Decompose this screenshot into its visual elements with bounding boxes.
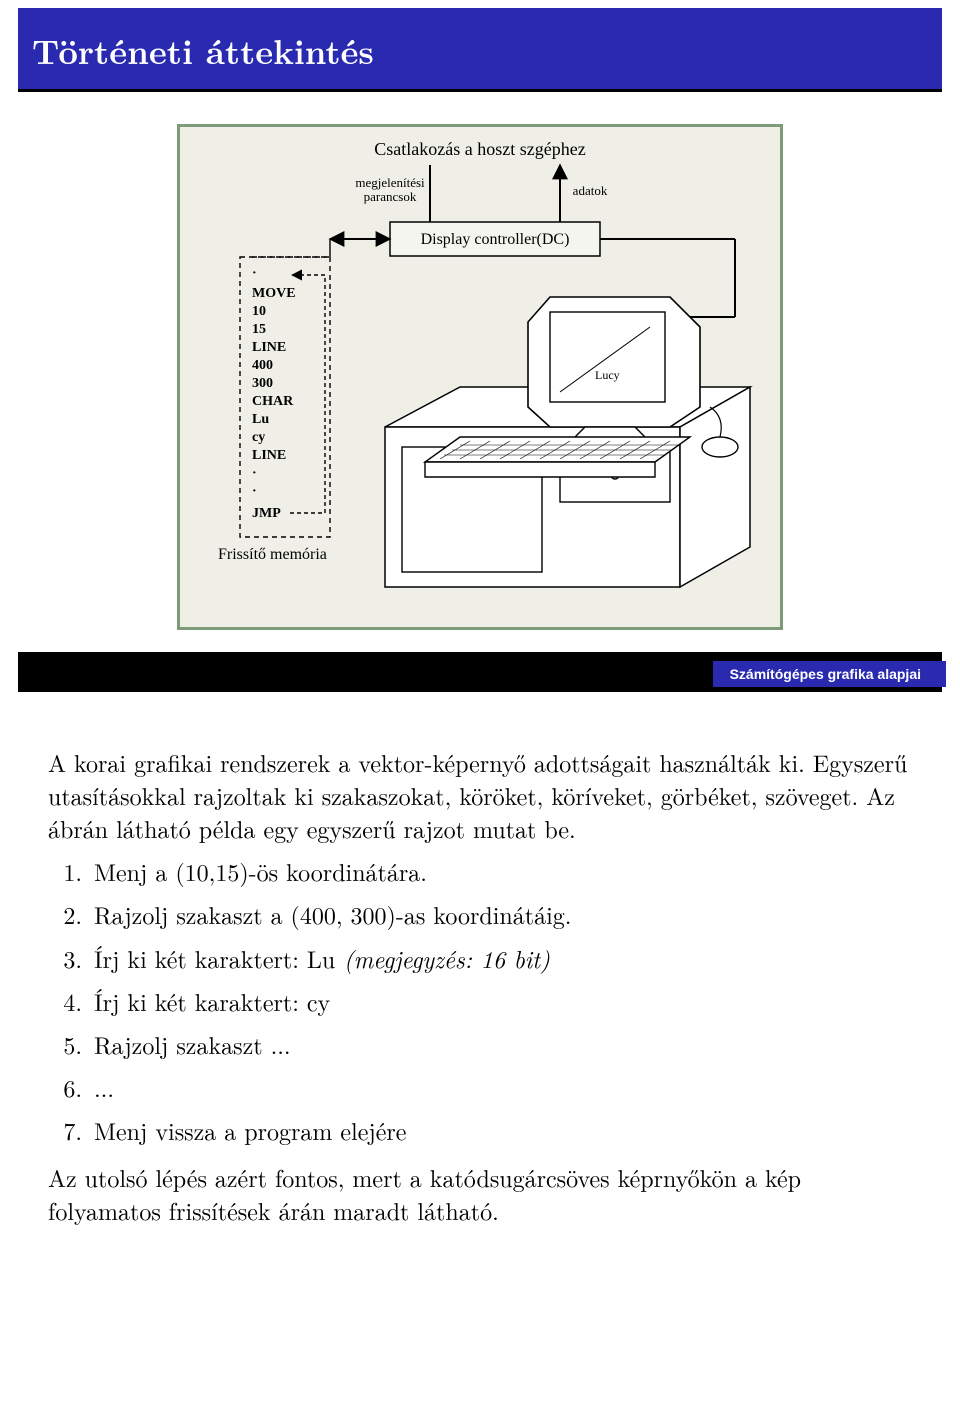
diagram-cmds-label-2: parancsok	[364, 189, 417, 204]
monitor-icon: Lucy	[528, 297, 700, 442]
cmd-10: LINE	[252, 448, 286, 463]
title-container: Történeti áttekintés	[0, 8, 960, 92]
steps-list: Menj a (10,15)-ös koordinátára. Rajzolj …	[48, 855, 912, 1147]
diagram-svg: Csatlakozás a hoszt szgéphez megjeleníté…	[180, 127, 780, 627]
page: Történeti áttekintés Csatlakozás a hoszt…	[0, 8, 960, 1247]
diagram-screen-text: Lucy	[595, 368, 620, 382]
subtitle-text: Számítógépes grafika alapjai	[713, 661, 946, 687]
cmd-11: ·	[252, 466, 257, 481]
diagram-cmds-label-1: megjelenítési	[355, 175, 425, 190]
diagram-controller-label: Display controller(DC)	[421, 231, 570, 248]
cmd-6: 300	[252, 376, 273, 391]
step-7: Menj vissza a program elejére	[90, 1114, 912, 1147]
cmd-7: CHAR	[252, 394, 294, 409]
cmd-2: 10	[252, 304, 266, 319]
outro-paragraph: Az utolsó lépés azért fontos, mert a kat…	[48, 1161, 912, 1227]
keyboard-icon	[425, 437, 690, 477]
step-3-note: (megjegyzés: 16 bit)	[335, 941, 550, 975]
body-text: A korai grafikai rendszerek a vektor-kép…	[0, 692, 960, 1247]
subtitle-bar: Számítógépes grafika alapjai	[18, 652, 942, 692]
cmd-0: ·	[252, 266, 257, 281]
cmd-4: LINE	[252, 340, 286, 355]
step-4: Írj ki két karaktert: cy	[90, 985, 912, 1018]
step-3-text: Írj ki két karaktert: Lu	[94, 941, 335, 975]
page-title: Történeti áttekintés	[18, 8, 942, 92]
cmd-1: MOVE	[252, 286, 296, 301]
diagram-memory-label: Frissítő memória	[218, 546, 327, 563]
figure-container: Csatlakozás a hoszt szgéphez megjeleníté…	[0, 92, 960, 642]
cmd-9: cy	[252, 430, 265, 445]
step-1: Menj a (10,15)-ös koordinátára.	[90, 855, 912, 888]
cmd-3: 15	[252, 322, 266, 337]
cmd-12: ·	[252, 484, 257, 499]
step-6: ...	[90, 1071, 912, 1104]
step-5: Rajzolj szakaszt ...	[90, 1028, 912, 1061]
step-3: Írj ki két karaktert: Lu (megjegyzés: 16…	[90, 942, 912, 975]
subtitle-container: Számítógépes grafika alapjai	[0, 652, 960, 692]
cmd-8: Lu	[252, 412, 269, 427]
diagram-data-label: adatok	[573, 183, 608, 198]
intro-paragraph: A korai grafikai rendszerek a vektor-kép…	[48, 746, 912, 845]
step-2: Rajzolj szakaszt a (400, 300)-as koordin…	[90, 898, 912, 931]
cmd-5: 400	[252, 358, 273, 373]
diagram-host-label: Csatlakozás a hoszt szgéphez	[374, 139, 585, 159]
diagram-frame: Csatlakozás a hoszt szgéphez megjeleníté…	[177, 124, 783, 630]
cmd-13: JMP	[252, 506, 281, 521]
